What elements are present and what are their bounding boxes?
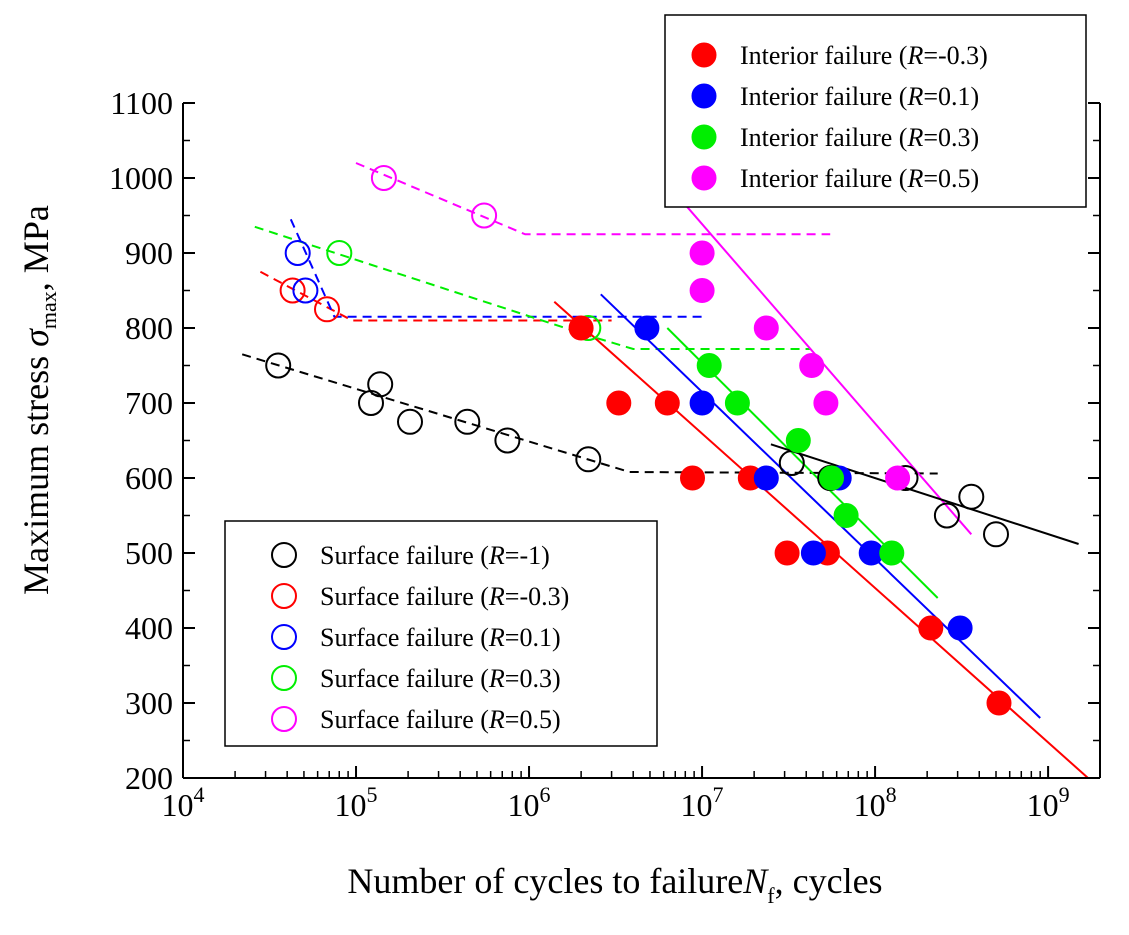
y-tick-label: 800 xyxy=(125,310,173,346)
interior-failure-point xyxy=(606,390,632,416)
legend-marker xyxy=(271,542,297,568)
surface-failure-point xyxy=(358,390,384,416)
y-tick-label: 500 xyxy=(125,535,173,571)
surface-failure-point xyxy=(454,408,481,435)
surface-failure-point xyxy=(314,296,340,323)
solid-fit-line xyxy=(770,443,1079,545)
legend-marker xyxy=(271,665,297,691)
tick-labels: 200 300 400 500 600 700 800 900 1000 1100 104 105 10… xyxy=(109,85,1070,823)
interior-failure-point xyxy=(947,615,973,641)
surface-failure-point xyxy=(983,521,1009,548)
interior-failure-point xyxy=(724,390,750,416)
y-tick-label: 700 xyxy=(125,385,173,421)
legend-marker xyxy=(691,83,717,109)
surface-failure-point xyxy=(265,352,292,379)
legend-label: Surface failure (R=-1) xyxy=(320,541,550,570)
legend-label: Surface failure (R=0.3) xyxy=(320,664,561,693)
interior-failure-point xyxy=(819,465,844,491)
surface-failure-point xyxy=(292,277,319,304)
surface-failure-point xyxy=(326,240,353,266)
dashed-trend-lines xyxy=(241,162,938,475)
surface-failure-point xyxy=(933,502,960,529)
interior-failure-point xyxy=(680,465,705,491)
interior-failure-point xyxy=(753,465,779,491)
interior-failure-point xyxy=(799,353,825,378)
legend-label: Surface failure (R=-0.3) xyxy=(320,582,569,611)
x-tick-label: 105 xyxy=(335,782,378,823)
legend-marker xyxy=(691,42,717,68)
surface-failure-point xyxy=(284,240,311,266)
legend-marker xyxy=(271,624,297,650)
legend-interior: Interior failure (R=-0.3) Interior failur… xyxy=(664,14,1087,208)
surface-failure-point xyxy=(367,371,394,398)
legend-label: Surface failure (R=0.1) xyxy=(320,623,561,652)
interior-failure-point xyxy=(885,465,911,491)
interior-failure-point xyxy=(689,240,715,266)
y-tick-label: 900 xyxy=(125,235,173,271)
legend-label: Interior failure (R=-0.3) xyxy=(740,41,988,70)
y-tick-label: 600 xyxy=(125,460,173,496)
surface-failure-point xyxy=(494,427,521,454)
interior-failure-point xyxy=(986,690,1012,716)
interior-failure-point xyxy=(696,353,722,378)
surface-failure-point xyxy=(958,483,985,510)
legend-label: Interior failure (R=0.1) xyxy=(740,82,979,111)
legend-marker xyxy=(271,583,297,609)
y-tick-label: 300 xyxy=(125,685,173,721)
dashed-trend-line xyxy=(254,225,810,350)
interior-failure-point xyxy=(774,540,800,566)
solid-trend-lines xyxy=(553,196,1089,779)
surface-failure-point xyxy=(575,446,602,473)
x-tick-label: 104 xyxy=(162,782,205,823)
y-tick-label: 200 xyxy=(125,760,173,796)
y-tick-label: 400 xyxy=(125,610,173,646)
x-tick-label: 109 xyxy=(1027,782,1070,823)
legend-label: Surface failure (R=0.5) xyxy=(320,705,561,734)
legend-marker xyxy=(691,124,717,150)
x-tick-label: 107 xyxy=(681,782,724,823)
legend-surface: Surface failure (R=-1) Surface failure (R… xyxy=(224,520,658,747)
dashed-trend-line xyxy=(259,270,612,322)
solid-fit-line xyxy=(677,196,973,535)
interior-failure-point xyxy=(918,615,944,641)
x-tick-label: 106 xyxy=(508,782,551,823)
legend-marker xyxy=(691,165,717,191)
x-tick-label: 108 xyxy=(854,782,897,823)
solid-fit-line xyxy=(600,293,1041,719)
legend-label: Interior failure (R=0.3) xyxy=(740,123,979,152)
interior-failure-point xyxy=(654,390,680,416)
interior-failure-point xyxy=(833,503,859,528)
interior-failure-point xyxy=(879,540,905,566)
legend-label: Interior failure (R=0.5) xyxy=(740,164,979,193)
y-tick-label: 1000 xyxy=(109,160,173,196)
surface-failure-point xyxy=(778,450,805,476)
interior-failure-point xyxy=(689,390,715,416)
surface-failure-point xyxy=(279,277,306,304)
dashed-trend-line xyxy=(241,353,938,475)
data-markers xyxy=(265,165,1012,716)
y-tick-label: 1100 xyxy=(110,85,173,121)
interior-failure-point xyxy=(813,390,839,416)
plot-axes xyxy=(182,102,1101,779)
dashed-trend-line xyxy=(289,218,703,318)
dashed-trend-line xyxy=(355,162,831,236)
legend-marker xyxy=(271,706,297,732)
interior-failure-point xyxy=(634,315,660,341)
surface-failure-point xyxy=(471,202,498,229)
interior-failure-point xyxy=(568,315,594,341)
x-axis-label: Number of cycles to failureNf, cycles xyxy=(347,861,882,908)
interior-failure-point xyxy=(785,428,811,453)
surface-failure-point xyxy=(397,408,423,435)
interior-failure-point xyxy=(689,278,715,303)
y-axis-label: Maximum stress σmax, MPa xyxy=(16,205,61,595)
interior-failure-point xyxy=(753,315,779,341)
surface-failure-point xyxy=(370,165,397,191)
interior-failure-point xyxy=(800,540,826,566)
